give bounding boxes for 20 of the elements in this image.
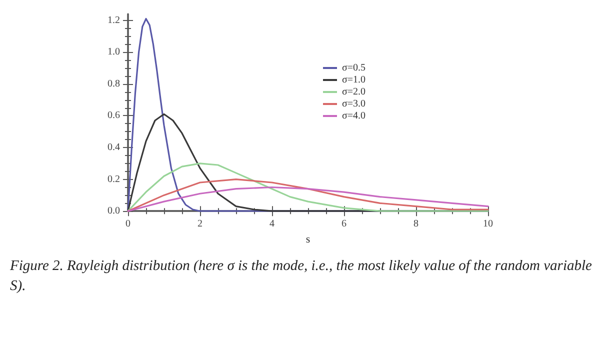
- y-tick-label: 1.0: [108, 46, 120, 58]
- x-tick-label: 10: [483, 218, 493, 230]
- y-tick-label: 0.6: [108, 110, 120, 122]
- x-tick-label: 0: [126, 218, 130, 230]
- x-tick-label: 2: [198, 218, 202, 230]
- y-tick-label: 0.0: [108, 206, 120, 217]
- legend-label: σ=1.0: [342, 74, 366, 86]
- caption: Figure 2. Rayleigh distribution (here σ is the mode, i.e., the most likely value of the random variable S).: [10, 257, 593, 296]
- x-tick-label: 4: [270, 218, 274, 230]
- legend-label: σ=2.0: [342, 86, 366, 98]
- x-axis-title: s: [306, 234, 310, 246]
- y-tick-label: 0.2: [108, 174, 120, 185]
- legend-label: σ=0.5: [342, 62, 366, 74]
- x-tick-label: 6: [342, 218, 346, 230]
- y-tick-label: 1.2: [108, 14, 120, 26]
- x-tick-label: 8: [414, 218, 418, 230]
- legend-label: σ=4.0: [342, 110, 366, 122]
- legend-label: σ=3.0: [342, 98, 366, 110]
- y-tick-label: 0.4: [108, 142, 120, 154]
- y-tick-label: 0.8: [108, 78, 120, 90]
